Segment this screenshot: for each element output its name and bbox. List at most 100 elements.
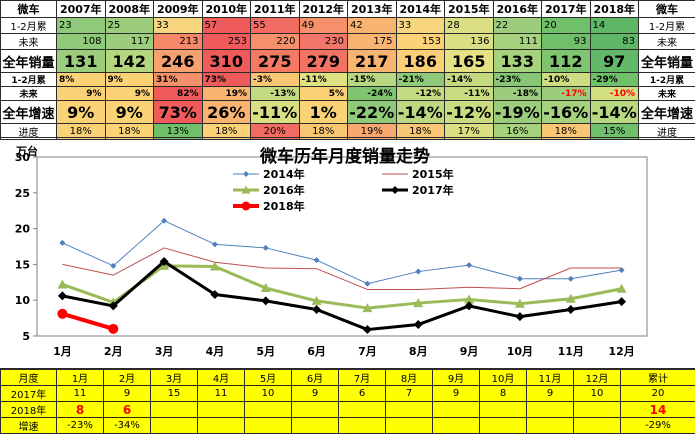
data-cell: 279 [298, 49, 348, 73]
legend-marker [391, 186, 399, 194]
comparison-row: 2017年 11 9 15 11 10 9 6 7 9 8 9 10 20 [0, 385, 695, 402]
data-point [260, 283, 271, 293]
chart-area: 5 10 15 20 25 30 1月 2月 3月 4月 5月 6月 7月 8月 9月 10月 11月 12月 万台… [0, 137, 695, 369]
x-tick-label: 5月 [256, 345, 275, 358]
x-tick-label: 12月 [608, 345, 634, 358]
x-tick-label: 7月 [358, 345, 377, 358]
year-header: 2008年 [104, 0, 154, 18]
data-cell: 18% [56, 123, 106, 140]
data-point [261, 296, 271, 306]
data-point [413, 320, 423, 330]
data-cell: 5% [298, 86, 348, 101]
data-cell: 175 [347, 33, 397, 50]
data-cell: 220 [250, 33, 300, 50]
data-cell: 9% [104, 72, 154, 87]
data-cell: 73% [201, 72, 251, 87]
total-cell: 20 [620, 385, 695, 402]
header-label-right: 微车 [638, 0, 695, 18]
data-cell: 20% [250, 123, 300, 140]
data-cell: 1% [298, 100, 348, 124]
row-label-right: 1-2月累 [638, 17, 695, 34]
data-cell: 18% [541, 123, 591, 140]
value-cell: 6 [103, 401, 151, 418]
month-header-label: 月度 [0, 369, 57, 386]
month-header: 11月 [526, 369, 574, 386]
data-cell: -3% [250, 72, 300, 87]
data-cell: -16% [541, 100, 591, 124]
month-header: 1月 [56, 369, 104, 386]
year-header: 2016年 [492, 0, 542, 18]
value-cell: -23% [56, 417, 104, 434]
data-cell: 246 [153, 49, 203, 73]
data-point [211, 241, 218, 248]
y-tick-label: 15 [15, 258, 30, 271]
data-cell: -19% [492, 100, 542, 124]
data-point [567, 275, 574, 282]
plot-area [36, 156, 648, 337]
row-label-right: 全年增速 [638, 100, 695, 124]
data-cell: 9% [104, 100, 154, 124]
data-point [57, 279, 68, 289]
year-header: 2012年 [298, 0, 348, 18]
data-cell: 165 [444, 49, 494, 73]
month-header: 3月 [150, 369, 198, 386]
value-cell [385, 401, 433, 418]
value-cell: 10 [244, 385, 292, 402]
data-cell: 108 [56, 33, 106, 50]
data-cell: -11% [444, 86, 494, 101]
data-cell: 18% [201, 123, 251, 140]
value-cell: 11 [56, 385, 104, 402]
month-header: 9月 [432, 369, 480, 386]
x-tick-label: 8月 [409, 345, 428, 358]
value-cell: 9 [103, 385, 151, 402]
row-label: 进度 [0, 123, 57, 140]
data-point [415, 268, 422, 275]
y-tick-label: 30 [15, 151, 31, 164]
data-cell: 230 [298, 33, 348, 50]
monthly-comparison-table: 月度 1月 2月 3月 4月 5月 6月 7月 8月 9月 10月 11月 12月 累计 2017年 11 9 1… [0, 369, 695, 434]
x-tick-label: 2月 [104, 345, 123, 358]
data-cell: 26% [201, 100, 251, 124]
data-cell: 33 [395, 17, 445, 34]
data-cell: 186 [395, 49, 445, 73]
value-cell [197, 417, 245, 434]
row-label: 2017年 [0, 385, 57, 402]
value-cell: -34% [103, 417, 151, 434]
month-header: 5月 [244, 369, 292, 386]
data-cell: 142 [104, 49, 154, 73]
data-point [516, 275, 523, 282]
value-cell [244, 401, 292, 418]
month-header: 8月 [385, 369, 433, 386]
y-tick-label: 20 [15, 223, 31, 236]
row-label: 全年增速 [0, 100, 57, 124]
data-cell: 82% [153, 86, 203, 101]
value-cell: 9 [526, 385, 574, 402]
data-point [57, 291, 67, 301]
data-point [210, 289, 220, 299]
data-cell: 153 [395, 33, 445, 50]
data-cell: -18% [492, 86, 542, 101]
data-cell: 83 [589, 33, 639, 50]
value-cell [432, 417, 480, 434]
data-cell: -23% [492, 72, 542, 87]
header-label: 微车 [0, 0, 57, 18]
month-header: 4月 [197, 369, 245, 386]
year-header: 2017年 [541, 0, 591, 18]
data-point [362, 303, 373, 313]
year-header: 2018年 [589, 0, 639, 18]
value-cell [432, 401, 480, 418]
x-tick-label: 10月 [507, 345, 533, 358]
summary-row: 1-2月累 8% 9% 31% 73% -3% -11% -15% -21% -14% -23% -1… [0, 72, 695, 87]
value-cell [197, 401, 245, 418]
year-header: 2015年 [444, 0, 494, 18]
year-header: 2014年 [395, 0, 445, 18]
row-label: 增速 [0, 417, 57, 434]
data-cell: 8% [56, 72, 106, 87]
value-cell [526, 401, 574, 418]
data-point [108, 301, 118, 311]
total-cell: 14 [620, 401, 695, 418]
data-point [515, 312, 525, 322]
data-point [616, 283, 627, 293]
summary-row: 1-2月累 23 25 33 57 55 49 42 33 28 22 20 14 1-2月累 [0, 17, 695, 34]
row-label: 全年销量 [0, 49, 57, 73]
